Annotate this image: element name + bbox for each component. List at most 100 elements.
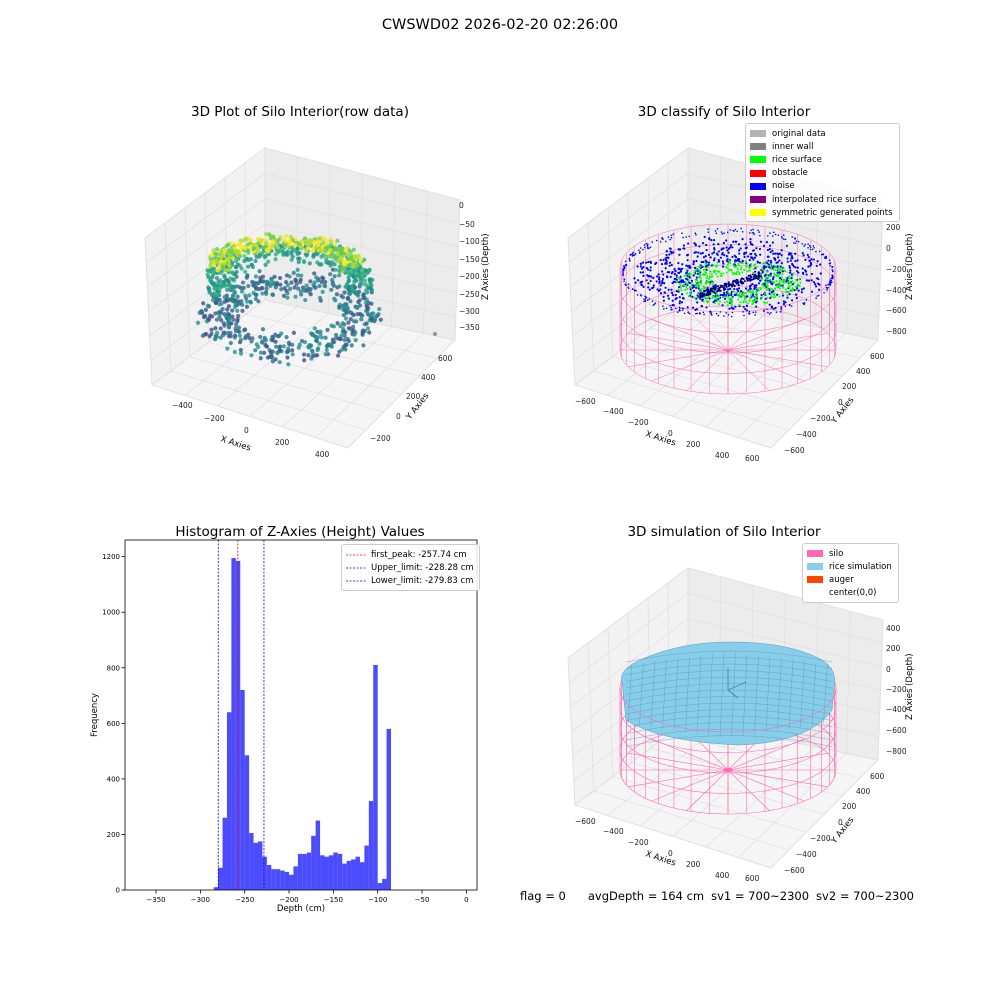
legend-label: silo [829, 548, 844, 559]
point [652, 284, 656, 287]
point [628, 257, 631, 260]
point [254, 342, 259, 347]
point [332, 241, 337, 246]
point [751, 294, 755, 297]
point [287, 239, 292, 244]
point [231, 317, 236, 322]
classify-ztick: 0 [886, 244, 891, 253]
point [319, 279, 324, 285]
point [734, 305, 737, 308]
simulation-xtick: 200 [686, 860, 701, 869]
point [698, 273, 701, 276]
point [325, 327, 330, 333]
point [780, 262, 783, 265]
point [724, 239, 728, 242]
point [767, 281, 770, 284]
point [351, 247, 356, 252]
point [232, 349, 237, 355]
point [658, 276, 661, 279]
silo-floor-spoke [628, 349, 729, 368]
point [249, 339, 254, 344]
histogram-bar [293, 866, 298, 890]
raw-xtick: 400 [315, 450, 330, 459]
point [222, 273, 227, 278]
point [702, 311, 705, 314]
point [721, 304, 724, 307]
point [288, 286, 293, 291]
point [289, 280, 294, 285]
point [799, 281, 802, 284]
point [682, 281, 685, 284]
point [770, 263, 773, 266]
point [736, 280, 739, 283]
point [743, 251, 746, 254]
point [731, 246, 734, 249]
point [771, 280, 774, 283]
point [701, 265, 704, 269]
point [295, 273, 300, 278]
point [779, 267, 782, 270]
point [699, 290, 702, 293]
point [765, 280, 768, 283]
point [762, 244, 766, 247]
point [748, 232, 751, 234]
simulation-xtick: 0 [668, 849, 673, 858]
point [755, 274, 758, 277]
point [735, 240, 738, 243]
point [791, 280, 794, 283]
point [710, 289, 713, 292]
point [801, 243, 803, 245]
point [228, 334, 233, 339]
point [647, 246, 649, 248]
point [728, 287, 732, 290]
point [719, 289, 722, 292]
point [778, 271, 781, 274]
point [762, 269, 765, 272]
point [236, 325, 242, 330]
point [657, 278, 661, 281]
point [289, 251, 294, 256]
point [655, 261, 658, 264]
point [781, 283, 784, 286]
point [763, 292, 766, 295]
point [722, 262, 725, 265]
point [757, 289, 760, 292]
point [215, 297, 220, 302]
simulation-ztick: −600 [886, 726, 907, 735]
point [675, 296, 678, 300]
point [342, 333, 347, 338]
histogram-xtick-label: −100 [368, 896, 387, 904]
point [681, 263, 684, 266]
point [221, 321, 226, 326]
point [670, 251, 673, 254]
point [743, 280, 746, 283]
point [317, 295, 323, 300]
point [761, 296, 764, 299]
point [762, 301, 765, 304]
point [716, 227, 719, 230]
point [665, 253, 668, 257]
point [749, 277, 752, 280]
rice-mesh-line [625, 683, 833, 695]
point [752, 268, 755, 271]
point [696, 296, 699, 299]
point [311, 253, 317, 258]
classify-ztick: −400 [886, 286, 907, 295]
point [353, 273, 359, 278]
point [825, 286, 828, 289]
simulation-zlabel: Z Axies (Depth) [905, 653, 915, 720]
point [767, 263, 771, 266]
legend-swatch [750, 143, 766, 151]
point [714, 286, 717, 289]
point [739, 301, 742, 304]
point [218, 309, 223, 314]
point [666, 270, 669, 274]
point [750, 229, 752, 231]
point [715, 297, 718, 300]
point [661, 237, 663, 240]
point [225, 307, 230, 312]
point [789, 282, 792, 285]
point [694, 283, 697, 286]
point [696, 255, 699, 258]
point [356, 299, 361, 305]
